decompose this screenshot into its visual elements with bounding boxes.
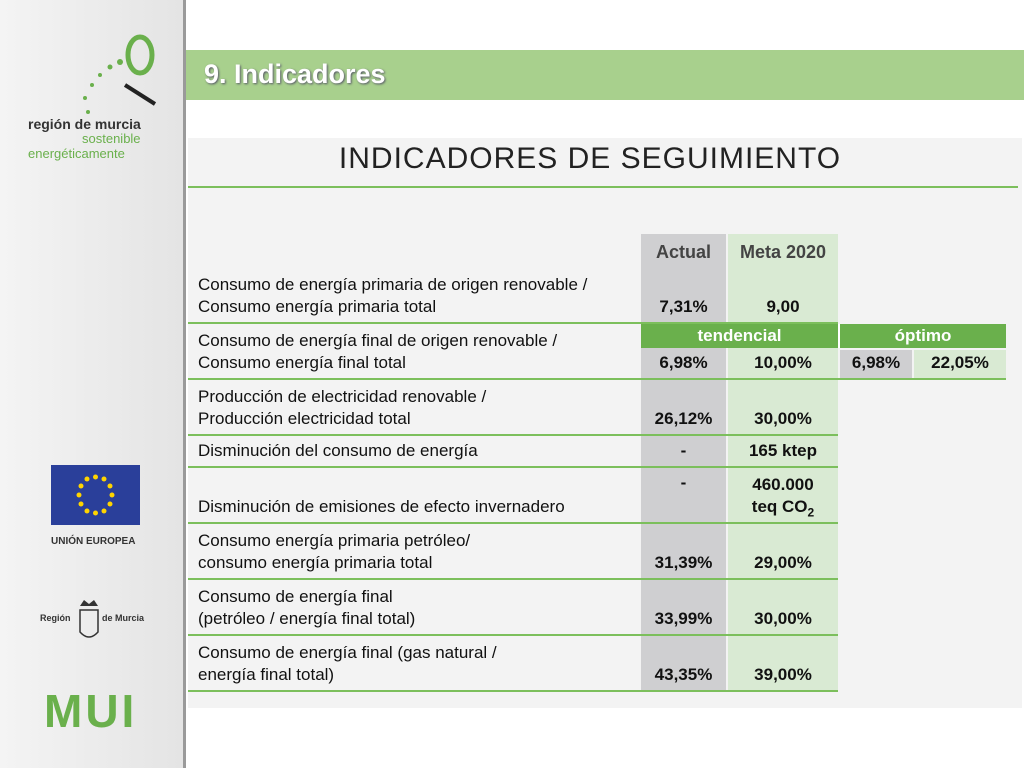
cell-bg: [914, 350, 1006, 378]
cell-value: 43,35%: [654, 665, 713, 684]
row-label: Producción electricidad total: [198, 409, 411, 428]
region-label: Región: [40, 613, 71, 623]
row-label: Consumo de energía final: [198, 587, 393, 606]
table-panel: [188, 138, 1022, 708]
meta-column: [728, 234, 838, 690]
row-rule: [188, 434, 838, 436]
row-label: Disminución de emisiones de efecto inver…: [198, 497, 565, 516]
cell-bg: [840, 350, 912, 378]
cell-value: 39,00%: [754, 665, 812, 684]
cell-value: 7,31%: [659, 297, 708, 316]
row-rule: [188, 322, 838, 324]
row-rule: [188, 634, 838, 636]
cell-value: teq CO2: [751, 497, 815, 520]
cell-value: 6,98%: [851, 353, 901, 372]
row-label: Consumo de energía final de origen renov…: [198, 331, 558, 350]
row-rule: [188, 466, 838, 468]
logo-drop: [125, 34, 155, 76]
brand-line: energéticamente: [28, 146, 125, 161]
row-label: Consumo energía primaria petróleo/: [198, 531, 471, 550]
title-rule: [188, 186, 1018, 188]
eu-stars: [76, 474, 115, 516]
row-label: consumo energía primaria total: [198, 553, 433, 572]
row-label: Consumo de energía final (gas natural /: [198, 643, 497, 662]
cell-value: 6,98%: [659, 353, 708, 372]
region-crest: [79, 609, 99, 638]
scenario-divider: [838, 324, 840, 348]
row-label: Consumo energía primaria total: [198, 297, 437, 316]
row-label: Producción de electricidad renovable /: [198, 387, 487, 406]
sidebar-graphics: [51, 34, 157, 638]
table-title: INDICADORES DE SEGUIMIENTO: [338, 142, 842, 175]
actual-column: [641, 234, 726, 690]
scenario-band: [641, 324, 1006, 348]
row-rule: [188, 522, 838, 524]
row-label: Disminución del consumo de energía: [198, 441, 478, 460]
header-bar: 9. Indicadores: [186, 50, 1024, 100]
row-label: Consumo energía final total: [198, 353, 406, 372]
cell-value: -: [680, 441, 687, 460]
cell-value: 165 ktep: [748, 441, 818, 460]
cell-value: 26,12%: [654, 409, 713, 428]
region-label: de Murcia: [102, 613, 145, 623]
cell-value: 9,00: [766, 297, 800, 316]
row-label: (petróleo / energía final total): [198, 609, 416, 628]
brand-name: región de murcia: [28, 116, 141, 132]
cell-value: 31,39%: [654, 553, 713, 572]
scenario-label: tendencial: [697, 326, 782, 345]
cell-value: 10,00%: [754, 353, 812, 372]
logo-line: [123, 83, 157, 106]
sidebar: región de murcia sostenible energéticame…: [0, 0, 186, 768]
row-rule: [188, 578, 838, 580]
region-crown: [80, 600, 98, 606]
cell-value: 29,00%: [754, 553, 812, 572]
row-rule: [188, 690, 838, 692]
header-title: 9. Indicadores: [204, 59, 386, 89]
cell-value: 30,00%: [754, 609, 812, 628]
column-header: Actual: [655, 242, 711, 262]
cell-value: 30,00%: [754, 409, 812, 428]
logo-dots: [83, 59, 123, 114]
cell-value: 33,99%: [654, 609, 713, 628]
scenario-label: óptimo: [894, 326, 952, 345]
eu-label: UNIÓN EUROPEA: [51, 536, 136, 547]
cell-value: -: [680, 473, 687, 492]
row-label: energía final total): [198, 665, 335, 684]
cell-value: 460.000: [752, 475, 814, 494]
subscript: 2: [807, 505, 815, 520]
row-rule: [188, 378, 1006, 380]
row-label: Consumo de energía primaria de origen re…: [198, 275, 588, 294]
eu-flag: [51, 465, 140, 525]
mui-logo: MUI: [44, 685, 138, 737]
column-header: Meta 2020: [739, 242, 827, 262]
cell-value: 22,05%: [931, 353, 989, 372]
brand-line: sostenible: [82, 131, 141, 146]
